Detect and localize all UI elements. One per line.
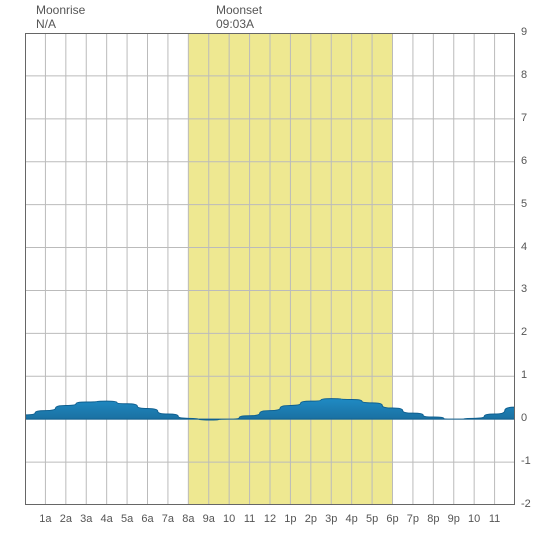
x-tick-label: 3a xyxy=(80,513,92,525)
y-tick-label: 0 xyxy=(521,412,545,424)
y-tick-label: 9 xyxy=(521,26,545,38)
x-tick-label: 11 xyxy=(244,513,255,525)
y-tick-label: 1 xyxy=(521,369,545,381)
x-tick-label: 5a xyxy=(121,513,133,525)
x-tick-label: 12 xyxy=(264,513,276,525)
y-axis-ticks: -2-10123456789 xyxy=(521,33,545,505)
tide-chart xyxy=(25,33,515,505)
y-tick-label: 7 xyxy=(521,112,545,124)
tide-chart-wrapper: Moonrise N/A Moonset 09:03A -2-101234567… xyxy=(0,0,550,550)
y-tick-label: -2 xyxy=(521,498,545,510)
x-tick-label: 9a xyxy=(203,513,215,525)
x-tick-label: 6a xyxy=(141,513,153,525)
x-tick-label: 6p xyxy=(386,513,398,525)
x-tick-label: 1a xyxy=(39,513,51,525)
x-tick-label: 1p xyxy=(284,513,296,525)
y-tick-label: 2 xyxy=(521,326,545,338)
moonset-value: 09:03A xyxy=(216,17,262,31)
moonrise-block: Moonrise N/A xyxy=(36,3,85,31)
x-tick-label: 2a xyxy=(60,513,72,525)
moonrise-label: Moonrise xyxy=(36,3,85,17)
x-tick-label: 3p xyxy=(325,513,337,525)
y-tick-label: 3 xyxy=(521,283,545,295)
x-tick-label: 7p xyxy=(407,513,419,525)
y-tick-label: 5 xyxy=(521,198,545,210)
y-tick-label: 4 xyxy=(521,241,545,253)
x-tick-label: 2p xyxy=(305,513,317,525)
x-tick-label: 11 xyxy=(489,513,500,525)
x-tick-label: 8a xyxy=(182,513,194,525)
y-tick-label: 8 xyxy=(521,69,545,81)
x-tick-label: 5p xyxy=(366,513,378,525)
x-tick-label: 4a xyxy=(101,513,113,525)
x-axis-ticks: 1a 2a 3a 4a 5a 6a 7a 8a 9a 10 11 12 1p 2p 3p 4p 5p 6p 7p 8p… xyxy=(25,513,515,531)
x-tick-label: 7a xyxy=(162,513,174,525)
y-tick-label: 6 xyxy=(521,155,545,167)
x-tick-label: 4p xyxy=(346,513,358,525)
x-tick-label: 10 xyxy=(468,513,480,525)
moonset-label: Moonset xyxy=(216,3,262,17)
moonset-block: Moonset 09:03A xyxy=(216,3,262,31)
y-tick-label: -1 xyxy=(521,455,545,467)
x-tick-label: 10 xyxy=(223,513,235,525)
moonrise-value: N/A xyxy=(36,17,85,31)
x-tick-label: 8p xyxy=(427,513,439,525)
x-tick-label: 9p xyxy=(448,513,460,525)
